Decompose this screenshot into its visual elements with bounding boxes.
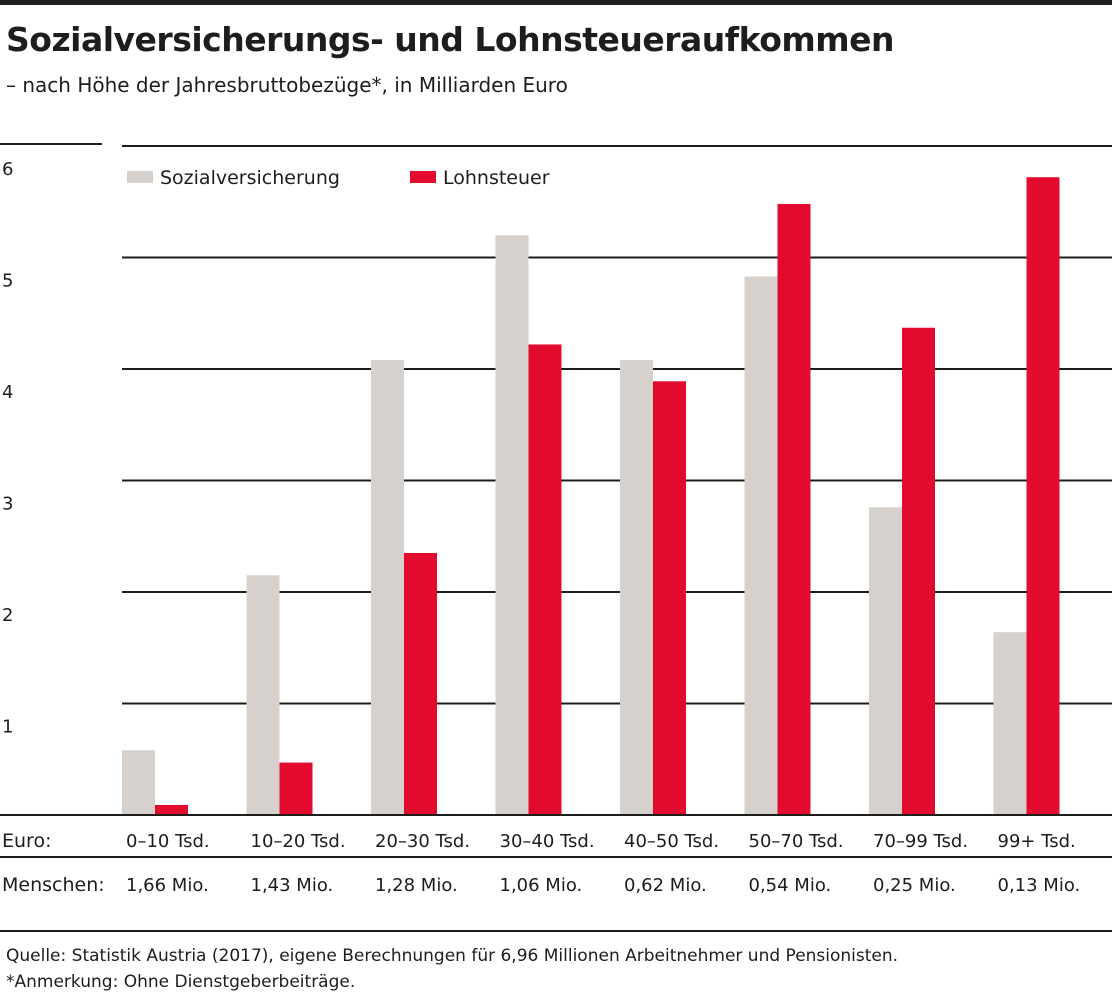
menschen-label: 1,66 Mio.: [126, 875, 209, 896]
chart-subtitle: – nach Höhe der Jahresbruttobezüge*, in …: [6, 73, 568, 97]
legend-label-sozialversicherung: Sozialversicherung: [160, 167, 340, 189]
bar-lohnsteuer: [1026, 177, 1060, 816]
row-label-menschen: Menschen:: [2, 874, 105, 896]
bar-sozialversicherung: [122, 750, 155, 815]
x-tick-label: 30–40 Tsd.: [500, 831, 595, 852]
menschen-label: 1,28 Mio.: [375, 875, 458, 896]
footer-rule: [0, 930, 1112, 932]
bar-lohnsteuer: [653, 381, 686, 815]
menschen-label: 0,25 Mio.: [873, 875, 956, 896]
legend-swatch-lohnsteuer: [410, 171, 436, 183]
bar-sozialversicherung: [869, 507, 902, 815]
bar-sozialversicherung: [246, 575, 280, 815]
bar-lohnsteuer: [777, 203, 811, 816]
row-label-euro: Euro:: [2, 830, 51, 852]
menschen-label: 0,13 Mio.: [998, 875, 1081, 896]
legend-swatch-sozialversicherung: [127, 171, 153, 183]
bar-sozialversicherung: [620, 360, 653, 815]
annotation-note: *Anmerkung: Ohne Dienstgeberbeiträge.: [6, 972, 356, 992]
y-tick-label: 4: [2, 382, 13, 403]
x-tick-label: 0–10 Tsd.: [126, 831, 210, 852]
bar-sozialversicherung: [371, 360, 404, 815]
y-tick-label: 6: [2, 159, 13, 180]
x-tick-label: 20–30 Tsd.: [375, 831, 470, 852]
y-tick-label: 3: [2, 494, 13, 515]
bar-sozialversicherung: [495, 235, 529, 815]
y-tick-label: 1: [2, 717, 13, 738]
menschen-label: 0,54 Mio.: [749, 875, 832, 896]
x-tick-label: 10–20 Tsd.: [251, 831, 346, 852]
x-tick-label: 70–99 Tsd.: [873, 831, 968, 852]
chart-title: Sozialversicherungs- und Lohnsteueraufko…: [6, 20, 895, 59]
menschen-label: 1,43 Mio.: [251, 875, 334, 896]
menschen-label: 0,62 Mio.: [624, 875, 707, 896]
y-tick-label: 2: [2, 605, 13, 626]
bar-lohnsteuer: [404, 552, 437, 815]
bar-chart: 1 2 3 4 5 6 Sozialversicherung Lohnsteuer Euro: M…: [0, 143, 1112, 896]
x-tick-label: 99+ Tsd.: [998, 831, 1076, 852]
x-tick-label: 50–70 Tsd.: [749, 831, 844, 852]
bar-lohnsteuer: [902, 327, 935, 815]
y-tick-label: 5: [2, 271, 13, 292]
bar-lohnsteuer: [155, 804, 188, 815]
legend-label-lohnsteuer: Lohnsteuer: [443, 167, 550, 189]
bar-sozialversicherung: [744, 276, 778, 815]
bar-lohnsteuer: [528, 344, 562, 815]
menschen-label: 1,06 Mio.: [500, 875, 583, 896]
bar-sozialversicherung: [993, 632, 1027, 815]
source-note: Quelle: Statistik Austria (2017), eigene…: [6, 946, 899, 966]
top-rule: [0, 0, 1112, 5]
x-tick-label: 40–50 Tsd.: [624, 831, 719, 852]
bar-lohnsteuer: [279, 762, 313, 815]
